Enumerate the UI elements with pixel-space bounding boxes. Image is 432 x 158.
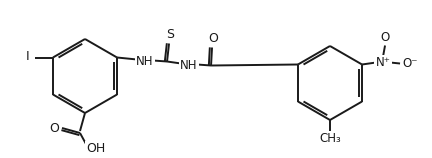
Text: O: O <box>208 32 218 45</box>
Text: S: S <box>166 28 174 41</box>
Text: O: O <box>381 31 390 44</box>
Text: I: I <box>26 50 30 63</box>
Text: CH₃: CH₃ <box>319 133 341 146</box>
Text: NH: NH <box>136 55 154 68</box>
Text: O⁻: O⁻ <box>402 57 418 70</box>
Text: O: O <box>49 122 59 134</box>
Text: OH: OH <box>86 143 106 155</box>
Text: NH: NH <box>180 59 198 72</box>
Text: N⁺: N⁺ <box>375 56 391 69</box>
